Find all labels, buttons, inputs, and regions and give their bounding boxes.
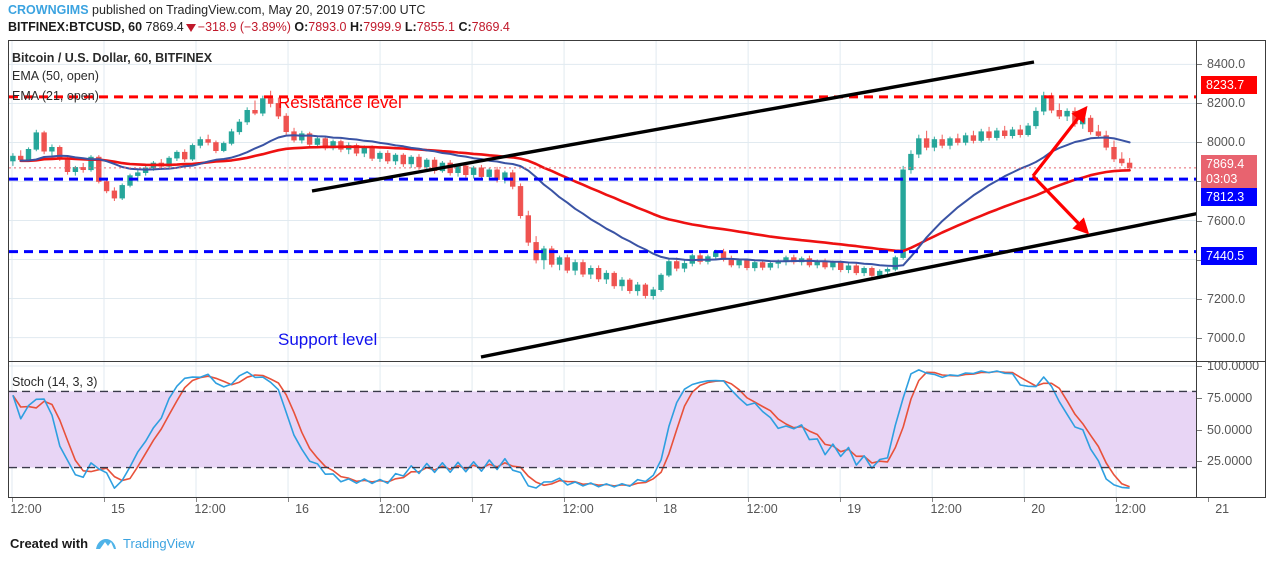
stoch-legend[interactable]: Stoch (14, 3, 3) xyxy=(12,375,98,389)
price-axis-label[interactable]: 03:03 xyxy=(1201,170,1257,188)
time-tick xyxy=(748,498,750,502)
stoch-d-line xyxy=(12,370,1130,488)
time-tick-label: 21 xyxy=(1215,502,1230,516)
time-tick-label: 12:00 xyxy=(930,502,962,516)
stoch-band xyxy=(9,391,1196,468)
footer-attribution: Created with TradingView xyxy=(10,536,195,555)
open-key: O: xyxy=(294,20,309,34)
time-tick xyxy=(380,498,382,502)
time-tick-label: 15 xyxy=(111,502,125,516)
time-tick-label: 19 xyxy=(847,502,862,516)
price-axis-divider xyxy=(1196,41,1197,497)
price-axis-label[interactable]: 7869.4 xyxy=(1201,155,1257,173)
upper-channel xyxy=(311,60,1035,193)
time-tick xyxy=(1024,498,1026,502)
ema21-legend[interactable]: EMA (21, open) xyxy=(12,89,99,103)
tradingview-brand-label[interactable]: TradingView xyxy=(123,536,195,551)
lower-channel xyxy=(480,212,1196,359)
high-value: 7999.9 xyxy=(363,20,402,34)
time-tick xyxy=(196,498,198,502)
price-change: −318.9 (−3.89%) xyxy=(197,20,291,34)
low-value: 7855.1 xyxy=(416,20,455,34)
candlestick-series xyxy=(10,90,1133,300)
time-tick-label: 12:00 xyxy=(378,502,410,516)
price-axis-label[interactable]: 7440.5 xyxy=(1201,247,1257,265)
time-tick-label: 20 xyxy=(1031,502,1046,516)
bullish-arrow xyxy=(1031,105,1088,177)
stoch-k-line xyxy=(12,369,1130,489)
time-tick xyxy=(840,498,842,502)
created-with-label: Created with xyxy=(10,536,89,551)
close-value: 7869.4 xyxy=(471,20,510,34)
last-price: 7869.4 xyxy=(145,20,184,34)
symbol-quote-bar: BITFINEX:BTCUSD, 60 7869.4 −318.9 (−3.89%… xyxy=(8,20,510,35)
author-name[interactable]: CROWNGIMS xyxy=(8,3,89,17)
time-axis[interactable]: 12:00 15 12:00 16 12:00 17 12:00 18 12:00 19 12:00… xyxy=(9,498,1265,520)
open-value: 7893.0 xyxy=(308,20,347,34)
time-tick-label: 12:00 xyxy=(10,502,42,516)
time-tick xyxy=(1208,498,1210,502)
ema50-legend[interactable]: EMA (50, open) xyxy=(12,69,99,83)
time-tick-label: 17 xyxy=(479,502,494,516)
time-tick xyxy=(564,498,566,502)
price-plot xyxy=(9,41,1196,361)
publication-info: published on TradingView.com, May 20, 20… xyxy=(92,3,426,17)
bearish-arrow xyxy=(1031,174,1090,235)
price-axis-label[interactable]: 8233.7 xyxy=(1201,76,1257,94)
time-tick xyxy=(288,498,290,502)
time-tick xyxy=(104,498,105,502)
time-tick xyxy=(1116,498,1118,502)
price-pane[interactable] xyxy=(9,41,1196,361)
symbol-label[interactable]: BITFINEX:BTCUSD, 60 xyxy=(8,20,143,34)
time-tick-label: 16 xyxy=(295,502,309,516)
stochastic-pane[interactable] xyxy=(9,362,1196,497)
resistance-level-label: Resistance level xyxy=(278,93,402,112)
tradingview-logo-icon xyxy=(95,537,117,555)
time-tick-label: 12:00 xyxy=(1114,502,1146,516)
ema50-line xyxy=(19,145,1131,253)
low-key: L: xyxy=(404,20,417,34)
chart-title-legend: Bitcoin / U.S. Dollar, 60, BITFINEX xyxy=(12,51,213,65)
time-tick-label: 12:00 xyxy=(194,502,226,516)
stochastic-plot xyxy=(9,362,1196,497)
ema21-line xyxy=(19,134,1131,268)
time-tick-label: 12:00 xyxy=(562,502,594,516)
time-tick-label: 18 xyxy=(663,502,678,516)
close-key: C: xyxy=(458,20,472,34)
time-tick xyxy=(932,498,934,502)
triangle-down-icon xyxy=(185,24,196,32)
support-level-label: Support level xyxy=(278,330,378,349)
time-tick xyxy=(12,498,13,502)
pane-divider xyxy=(9,361,1265,362)
chart-frame xyxy=(8,40,1266,498)
time-tick xyxy=(656,498,658,502)
time-tick xyxy=(472,498,474,502)
price-axis[interactable]: 8400.08200.08000.07800.07600.07400.07200… xyxy=(1197,41,1265,497)
high-key: H: xyxy=(349,20,364,34)
price-axis-label[interactable]: 7812.3 xyxy=(1201,188,1257,206)
publication-header: CROWNGIMS published on TradingView.com, … xyxy=(8,3,425,18)
time-tick-label: 12:00 xyxy=(746,502,778,516)
